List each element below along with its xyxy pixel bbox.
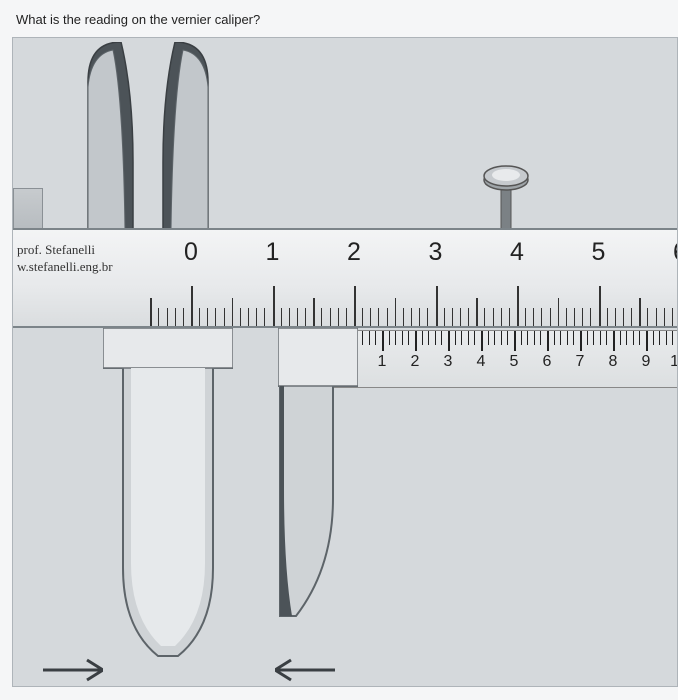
attribution-line2: w.stefanelli.eng.br	[17, 259, 113, 276]
upper-fixed-jaw	[83, 42, 143, 230]
frame-left-edge	[13, 188, 43, 230]
main-scale-number: 1	[266, 238, 280, 267]
vernier-scale-number: 2	[411, 353, 420, 371]
main-scale-number: 0	[184, 238, 198, 267]
right-arrow-icon	[275, 658, 335, 687]
vernier-scale-number: 8	[609, 353, 618, 371]
vernier-scale-number: 10	[670, 353, 678, 371]
vernier-scale-number: 5	[510, 353, 519, 371]
vernier-scale-number: 1	[378, 353, 387, 371]
lower-fixed-jaw	[103, 328, 233, 668]
attribution-line1: prof. Stefanelli	[17, 242, 113, 259]
attribution: prof. Stefanelli w.stefanelli.eng.br	[17, 242, 113, 276]
vernier-scale-number: 4	[477, 353, 486, 371]
left-arrow-icon	[43, 658, 103, 687]
main-scale-number: 2	[347, 238, 361, 267]
question-text: What is the reading on the vernier calip…	[12, 12, 678, 27]
main-scale: prof. Stefanelli w.stefanelli.eng.br 0 1 2…	[13, 228, 678, 328]
upper-moving-jaw	[153, 42, 213, 230]
main-scale-number: 4	[510, 238, 524, 267]
vernier-scale-number: 7	[576, 353, 585, 371]
main-scale-number: 3	[429, 238, 443, 267]
vernier-scale-number: 3	[444, 353, 453, 371]
vernier-scale-number: 6	[543, 353, 552, 371]
lower-moving-jaw	[278, 328, 358, 668]
main-scale-number: 6	[673, 238, 678, 267]
vernier-scale-number: 9	[642, 353, 651, 371]
main-scale-number: 5	[592, 238, 606, 267]
main-scale-ticks	[13, 281, 678, 326]
lock-screw	[481, 158, 531, 230]
caliper-figure: prof. Stefanelli w.stefanelli.eng.br 0 1 2…	[12, 37, 678, 687]
